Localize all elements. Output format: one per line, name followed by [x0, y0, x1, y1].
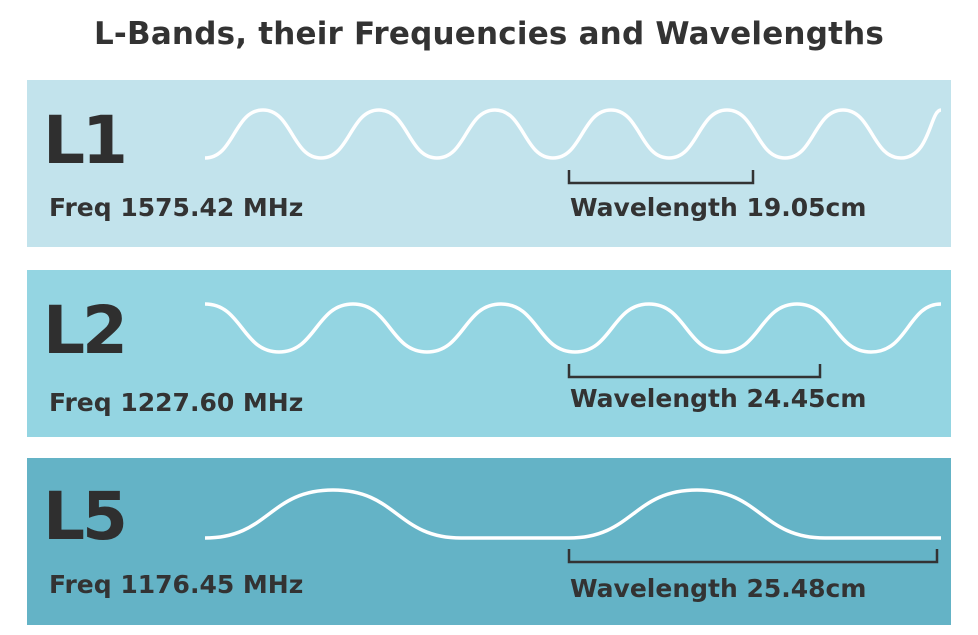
wavelength-bracket — [567, 170, 755, 185]
band-wave-l2 — [204, 302, 942, 379]
frequency-label: Freq 1227.60 MHz — [49, 388, 304, 417]
sine-wave — [204, 488, 941, 540]
wavelength-label: Wavelength 24.45cm — [570, 384, 867, 413]
wavelength-bracket — [567, 364, 822, 379]
wavelength-label: Wavelength 19.05cm — [570, 193, 867, 222]
band-panel-l5: L5 Freq 1176.45 MHz Wavelength 25.48cm — [27, 458, 951, 625]
band-panel-l2: L2 Freq 1227.60 MHz Wavelength 24.45cm — [27, 270, 951, 437]
wavelength-bracket — [567, 549, 939, 564]
wavelength-label: Wavelength 25.48cm — [570, 574, 867, 603]
band-panel-l1: L1 Freq 1575.42 MHz Wavelength 19.05cm — [27, 80, 951, 247]
band-name: L1 — [43, 102, 128, 179]
frequency-label: Freq 1176.45 MHz — [49, 570, 304, 599]
band-wave-l5 — [204, 488, 941, 564]
band-name: L2 — [43, 292, 128, 369]
sine-wave — [204, 108, 942, 160]
band-wave-l1 — [204, 108, 942, 185]
page-title: L-Bands, their Frequencies and Wavelengt… — [93, 16, 885, 52]
band-name: L5 — [43, 478, 128, 555]
sine-wave — [204, 302, 942, 354]
frequency-label: Freq 1575.42 MHz — [49, 193, 304, 222]
